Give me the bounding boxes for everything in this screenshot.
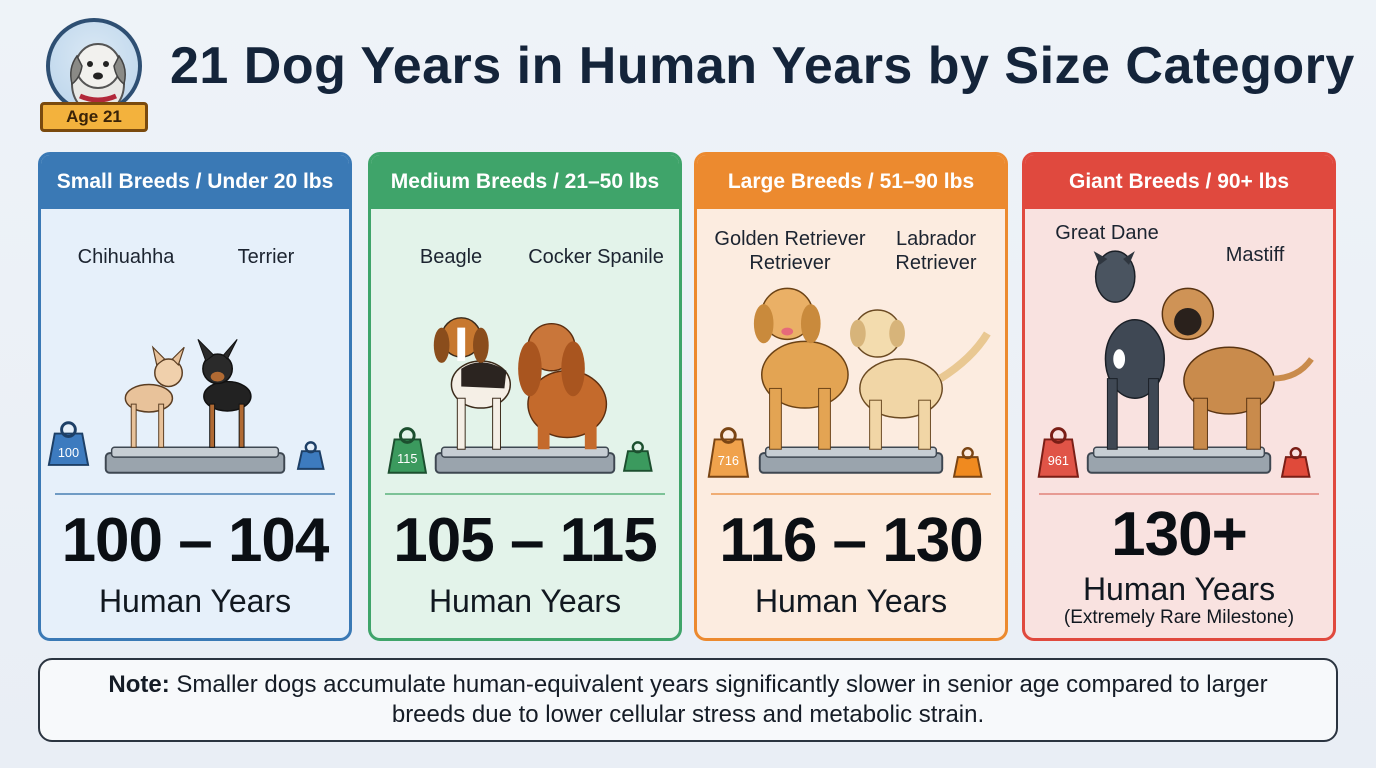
- footnote-label: Note:: [108, 671, 170, 698]
- weight-icon: [622, 441, 653, 472]
- breed-label-1: Beagle: [419, 246, 483, 268]
- card-small-breeds: Small Breeds / Under 20 lbs Chihuahha Te…: [38, 152, 352, 641]
- age-subnote: (Extremely Rare Milestone): [1063, 607, 1295, 628]
- golden-retriever-icon: [753, 287, 849, 450]
- scale-with-dogs-illustration: 115: [387, 317, 653, 474]
- great-dane-icon: [1093, 250, 1166, 450]
- breed-label-2: Terrier: [237, 246, 295, 268]
- weight-icon: 100: [47, 421, 90, 466]
- weight-icon: [296, 441, 325, 470]
- breed-label-2: Labrador Retriever: [881, 227, 991, 275]
- weight-value: 961: [1048, 453, 1069, 468]
- age-unit: Human Years: [754, 583, 948, 619]
- chihuahua-icon: [124, 345, 185, 448]
- breed-label-2: Cocker Spanile: [528, 246, 664, 268]
- scale-with-dogs-illustration: 100: [47, 339, 325, 474]
- card-header: Large Breeds / 51–90 lbs: [697, 155, 1005, 209]
- age-range: 100 – 104: [61, 506, 330, 575]
- age-range: 130+: [1111, 500, 1248, 569]
- footnote-text: Note: Smaller dogs accumulate human-equi…: [80, 670, 1296, 730]
- card-body: Great Dane Mastiff: [1025, 209, 1333, 638]
- divider: [55, 493, 335, 495]
- scale-with-dogs-illustration: 961: [1037, 250, 1314, 478]
- age-unit: Human Years: [1082, 571, 1276, 607]
- page-title: 21 Dog Years in Human Years by Size Cate…: [170, 37, 1355, 95]
- scale-with-dogs-illustration: 716: [707, 287, 991, 478]
- mastiff-icon: [1161, 287, 1314, 450]
- card-medium-breeds: Medium Breeds / 21–50 lbs Beagle Cocker …: [368, 152, 682, 641]
- age-unit: Human Years: [428, 583, 622, 619]
- divider: [1039, 493, 1319, 495]
- weight-value: 115: [397, 451, 417, 466]
- weight-value: 100: [58, 445, 79, 460]
- footnote-box: Note: Smaller dogs accumulate human-equi…: [38, 658, 1338, 742]
- breed-label-2: Mastiff: [1225, 244, 1285, 266]
- breed-label-1: Great Dane: [1055, 222, 1159, 244]
- card-body: Beagle Cocker Spanile: [371, 209, 679, 638]
- age-unit: Human Years: [98, 583, 292, 619]
- card-header: Giant Breeds / 90+ lbs: [1025, 155, 1333, 209]
- age-badge-label: Age 21: [40, 102, 148, 132]
- beagle-icon: [433, 317, 512, 450]
- breed-label-line: Labrador: [895, 228, 977, 250]
- breed-label-line: Golden Retriever: [714, 228, 866, 250]
- labrador-retriever-icon: [850, 309, 991, 450]
- weight-icon: 115: [387, 427, 428, 474]
- weight-icon: 716: [707, 427, 750, 478]
- breed-label-1: Chihuahha: [77, 246, 175, 268]
- weight-icon: [1280, 447, 1311, 478]
- footnote-body: Smaller dogs accumulate human-equivalent…: [169, 671, 1268, 728]
- age-badge: Age 21: [40, 18, 152, 132]
- card-giant-breeds: Giant Breeds / 90+ lbs Great Dane Mastif…: [1022, 152, 1336, 641]
- card-large-breeds: Large Breeds / 51–90 lbs Golden Retrieve…: [694, 152, 1008, 641]
- card-header: Small Breeds / Under 20 lbs: [41, 155, 349, 209]
- breed-label-line: Retriever: [895, 252, 977, 274]
- divider: [711, 493, 991, 495]
- card-header: Medium Breeds / 21–50 lbs: [371, 155, 679, 209]
- dog-portrait-icon: [46, 18, 142, 114]
- cocker-spaniel-icon: [518, 322, 608, 450]
- terrier-icon: [197, 339, 252, 448]
- breed-label-line: Retriever: [749, 252, 831, 274]
- age-range: 105 – 115: [393, 506, 657, 575]
- weight-icon: [952, 447, 983, 478]
- breed-label-1: Golden Retriever Retriever: [705, 227, 875, 275]
- age-range: 116 – 130: [719, 506, 983, 575]
- card-body: Chihuahha Terrier: [41, 209, 349, 638]
- divider: [385, 493, 665, 495]
- weight-value: 716: [718, 453, 739, 468]
- weight-icon: 961: [1037, 427, 1080, 478]
- card-body: Golden Retriever Retriever Labrador Retr…: [697, 209, 1005, 638]
